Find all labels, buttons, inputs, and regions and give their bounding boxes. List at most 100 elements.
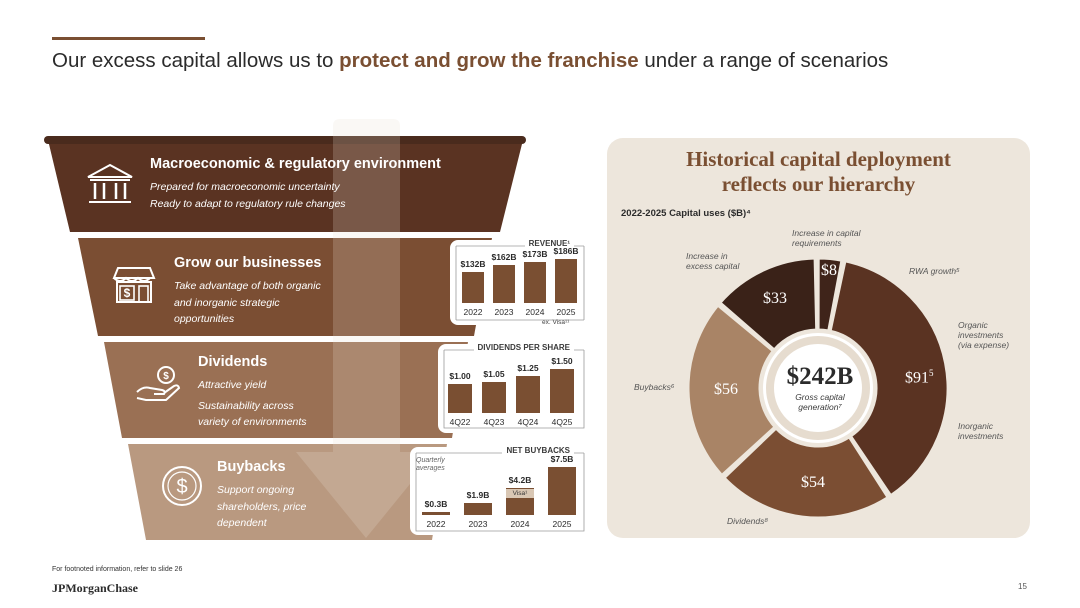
funnel-tier-2-shape [78,238,492,336]
caption-inorganic-investments: Inorganic investments [958,421,1004,441]
caption-rwa-growth: RWA growth⁵ [909,266,960,276]
bar-value-label: $1.50 [551,356,573,366]
bar-value-label: $0.3B [424,499,448,509]
segment-value-requirements: $8 [821,262,837,279]
category-label: 4Q25 [551,417,573,427]
bar [493,264,515,303]
caption-dividends: Dividends⁸ [727,516,768,526]
tier-title: Grow our businesses [174,255,322,271]
funnel-tier-1-shape [48,140,523,232]
bar [524,262,546,303]
tier-title: Dividends [198,354,268,370]
bar [422,512,450,515]
capital-panel-title-line: Historical capital deployment [686,147,951,171]
bar [550,369,574,413]
buybacks-heading: NET BUYBACKS [410,446,590,455]
tier-title: Buybacks [217,459,286,475]
tier-buybacks-text: Buybacks Support ongoing shareholders, p… [217,458,306,532]
category-label: 2023 [468,519,488,529]
dollar-circle-icon: $ [162,466,202,506]
tier-line: dependent [217,517,267,529]
tier-line: Sustainability across [198,399,294,412]
bar-value-label: $1.05 [483,369,505,380]
bar-value-label: $1.9B [466,489,490,500]
tier-line: and inorganic strategic [174,296,280,309]
buybacks-note: Quarterly averages [416,457,445,473]
buybacks-note-line: averages [416,465,445,472]
bar-value-label: $173B [522,249,548,260]
page-number: 15 [1018,582,1027,591]
bar-value-label: $132B [460,258,486,269]
svg-text:$: $ [176,476,187,498]
bar-value-label: $1.00 [449,370,471,381]
category-label: 2025 [556,307,576,317]
donut-segment [686,302,778,478]
buybacks-chart: NET BUYBACKS Quarterly averages $0.3B 2022… [410,446,590,535]
bar-value-label: $186B [553,246,579,256]
footnote: For footnoted information, refer to slid… [52,566,183,573]
revenue-note: ex. Visa¹¹ [542,319,570,326]
dividends-heading: DIVIDENDS PER SHARE [438,343,590,352]
caption-increase-excess-capital: Increase in excess capital [686,251,740,271]
donut-segment [717,256,819,353]
bank-building-icon [87,163,133,203]
dividends-chart: DIVIDENDS PER SHARE $1.00 4Q22 $1.05 4Q23 $1… [438,343,590,433]
donut-center-sublabel: Gross capital generation⁷ [770,392,870,412]
donut-center-ring [766,336,870,440]
title-accent-rule [52,37,205,40]
tier-line: variety of environments [198,416,307,428]
svg-text:$: $ [124,286,131,300]
bar [462,271,484,303]
bar [464,502,492,515]
tier-line: Take advantage of both organic [174,280,321,292]
tier-dividends-text: Dividends Attractive yield Sustainabilit… [198,353,307,431]
bar [482,382,506,413]
bar-value-label: $162B [491,251,517,262]
donut-segment [828,259,950,498]
donut-segment [721,425,891,520]
tier-line: Support ongoing [217,484,295,496]
caption-increase-capital-requirements: Increase in capital requirements [792,228,861,248]
page-title: Our excess capital allows us to protect … [52,49,889,72]
donut-center-sub-line: generation⁷ [798,402,842,412]
category-label: 2025 [552,519,572,529]
tier-line: shareholders, price [217,500,307,513]
capital-panel-title-line: reflects our hierarchy [721,172,916,196]
bar [548,467,576,515]
donut-center-inner [778,348,858,428]
buybacks-note-line: Quarterly [416,457,445,464]
svg-text:$: $ [163,371,169,382]
revenue-chart: REVENUE¹ ex. Visa¹¹ $132B 2022 $162B 2023 $1… [450,239,590,326]
hand-coin-icon: $ [136,366,181,401]
tier-grow-text: Grow our businesses Take advantage of bo… [174,254,321,328]
category-label: 2022 [426,519,446,529]
bar [555,259,577,303]
down-arrow-overlay [296,119,436,538]
bar-value-label: $1.25 [517,363,539,374]
segment-value-excess: $33 [763,290,787,307]
visa-segment-label: Visa¹ [506,489,534,498]
category-label: 2023 [494,307,514,317]
category-label: 4Q24 [517,417,539,427]
bar [448,383,472,413]
category-label: 2024 [525,307,545,317]
donut-center-value: $242B [786,363,854,390]
tier-line: Ready to adapt to regulatory rule change… [150,197,346,210]
funnel-tier-4-shape [128,444,447,540]
bar-value-label: $4.2B [508,475,532,486]
storefront-dollar-icon: $ [112,267,156,303]
funnel-tier-3-shape [104,342,468,438]
tier-line: Attractive yield [198,379,267,391]
bar-value-label: $7.5B [550,454,574,464]
donut-center-sub-line: Gross capital [795,392,845,402]
segment-value-buybacks: $56 [714,381,738,398]
tier-line: Prepared for macroeconomic uncertainty [150,181,340,193]
tier-line: opportunities [174,313,235,325]
caption-buybacks: Buybacks⁶ [634,382,675,392]
category-label: 2024 [510,519,530,529]
category-label: 4Q22 [449,417,471,427]
segment-value-dividends: $54 [801,474,825,491]
capital-panel-title: Historical capital deployment reflects o… [607,147,1030,197]
